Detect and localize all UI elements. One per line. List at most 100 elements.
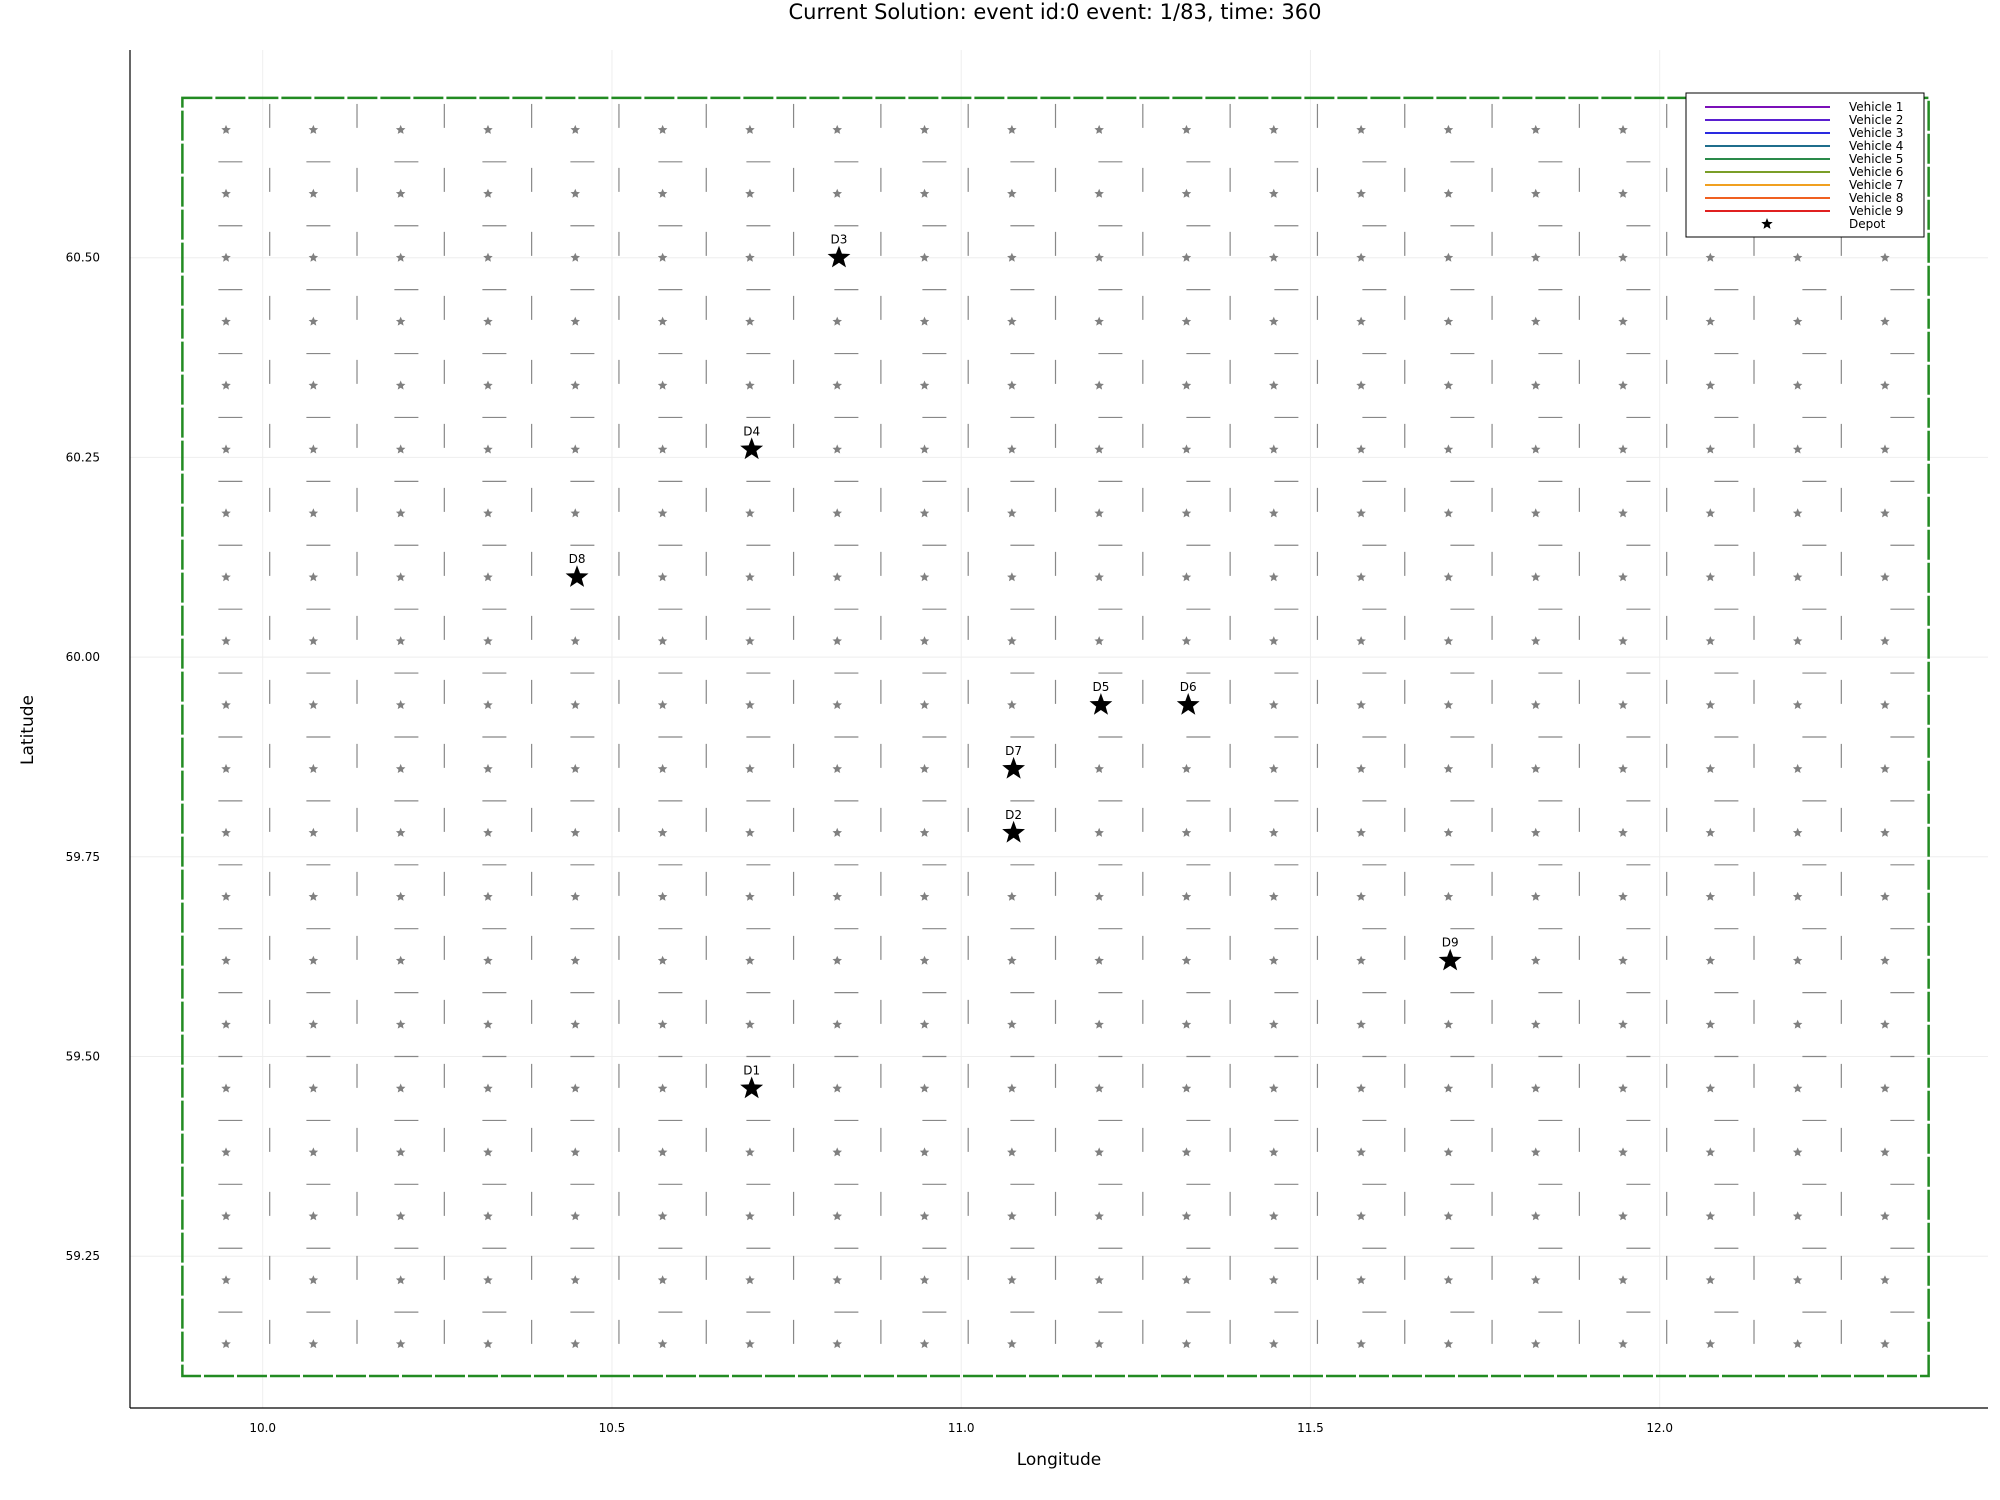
- node-marker: [919, 1275, 930, 1285]
- node-marker: [1705, 1019, 1716, 1029]
- node-marker: [1618, 700, 1628, 710]
- node-marker: [1618, 891, 1628, 901]
- node-marker: [919, 1019, 930, 1029]
- node-marker: [1792, 700, 1803, 710]
- node-marker: [308, 1211, 319, 1221]
- node-marker: [308, 763, 319, 773]
- node-marker: [1792, 1083, 1803, 1093]
- node-marker: [1443, 444, 1454, 454]
- node-marker: [1880, 1019, 1890, 1029]
- legend-label: Vehicle 2: [1849, 113, 1903, 127]
- node-marker: [745, 1339, 755, 1349]
- y-axis-label: Latitude: [18, 695, 38, 765]
- node-marker: [570, 1211, 580, 1221]
- depot-marker: [740, 1076, 764, 1099]
- node-marker: [570, 1339, 580, 1349]
- node-marker: [483, 700, 493, 710]
- x-tick-label: 11.5: [1297, 1421, 1324, 1435]
- node-marker: [1792, 1147, 1803, 1157]
- node-marker: [1356, 955, 1366, 965]
- node-marker: [483, 636, 493, 646]
- node-marker: [745, 1019, 755, 1029]
- node-marker: [1094, 572, 1104, 582]
- node-marker: [657, 124, 668, 134]
- node-marker: [1792, 380, 1803, 390]
- node-marker: [221, 380, 231, 390]
- node-marker: [395, 444, 406, 454]
- node-marker: [483, 252, 493, 262]
- chart-title: Current Solution: event id:0 event: 1/83…: [789, 0, 1322, 24]
- node-marker: [657, 380, 668, 390]
- node-marker: [1356, 827, 1366, 837]
- node-marker: [919, 572, 930, 582]
- node-marker: [1094, 380, 1104, 390]
- node-marker: [1618, 124, 1628, 134]
- node-marker: [1705, 636, 1716, 646]
- node-marker: [1356, 380, 1366, 390]
- node-marker: [1356, 188, 1366, 198]
- node-marker: [657, 700, 668, 710]
- node-marker: [1880, 1147, 1890, 1157]
- node-marker: [1443, 636, 1454, 646]
- x-tick-labels: 10.0 10.5 11.0 11.5 12.0: [249, 1421, 1673, 1435]
- legend-box: [1685, 92, 1925, 238]
- node-marker: [1269, 1083, 1279, 1093]
- node-marker: [745, 955, 755, 965]
- depot-label: D6: [1180, 680, 1197, 694]
- node-marker: [308, 700, 319, 710]
- node-marker: [832, 827, 842, 837]
- node-marker: [1269, 763, 1279, 773]
- depot-marker: [740, 437, 764, 460]
- node-marker: [221, 1211, 231, 1221]
- node-marker: [832, 1083, 842, 1093]
- node-marker: [1356, 1147, 1366, 1157]
- depot-label: D4: [743, 424, 760, 438]
- node-marker: [395, 1083, 406, 1093]
- node-marker: [483, 1019, 493, 1029]
- node-marker: [1618, 955, 1628, 965]
- node-marker: [1531, 444, 1541, 454]
- node-marker: [1618, 827, 1628, 837]
- node-marker: [1705, 444, 1716, 454]
- node-marker: [308, 508, 319, 518]
- node-marker: [1618, 380, 1628, 390]
- node-marker: [570, 316, 580, 326]
- node-marker: [1792, 1339, 1803, 1349]
- node-marker: [657, 891, 668, 901]
- node-marker: [1531, 891, 1541, 901]
- depot-marker: [1002, 756, 1025, 779]
- node-marker: [1181, 1147, 1192, 1157]
- legend-label: Vehicle 4: [1849, 139, 1903, 153]
- node-marker: [221, 124, 231, 134]
- node-marker: [395, 124, 406, 134]
- node-marker: [221, 572, 231, 582]
- node-marker: [221, 1019, 231, 1029]
- node-marker: [919, 636, 930, 646]
- node-marker: [1618, 1211, 1628, 1221]
- node-marker: [745, 1275, 755, 1285]
- depot-label: D7: [1005, 744, 1022, 758]
- node-marker: [1443, 508, 1454, 518]
- node-marker: [1007, 444, 1017, 454]
- node-marker: [919, 891, 930, 901]
- node-marker: [1618, 763, 1628, 773]
- node-marker: [657, 1275, 668, 1285]
- node-marker: [1880, 508, 1890, 518]
- region-boundary: [181, 96, 1930, 1378]
- node-marker: [221, 1275, 231, 1285]
- node-marker: [1269, 444, 1279, 454]
- node-marker: [919, 1211, 930, 1221]
- y-tick-label: 60.25: [66, 450, 100, 464]
- node-marker: [1007, 508, 1017, 518]
- node-marker: [1705, 700, 1716, 710]
- node-marker: [1880, 1339, 1890, 1349]
- node-marker: [395, 316, 406, 326]
- node-marker: [1269, 1275, 1279, 1285]
- depot-marker: [1002, 820, 1025, 843]
- node-marker: [832, 444, 842, 454]
- node-marker: [1181, 1083, 1192, 1093]
- node-marker: [1269, 124, 1279, 134]
- depot-label: D2: [1005, 808, 1022, 822]
- node-marker: [745, 636, 755, 646]
- node-marker: [395, 380, 406, 390]
